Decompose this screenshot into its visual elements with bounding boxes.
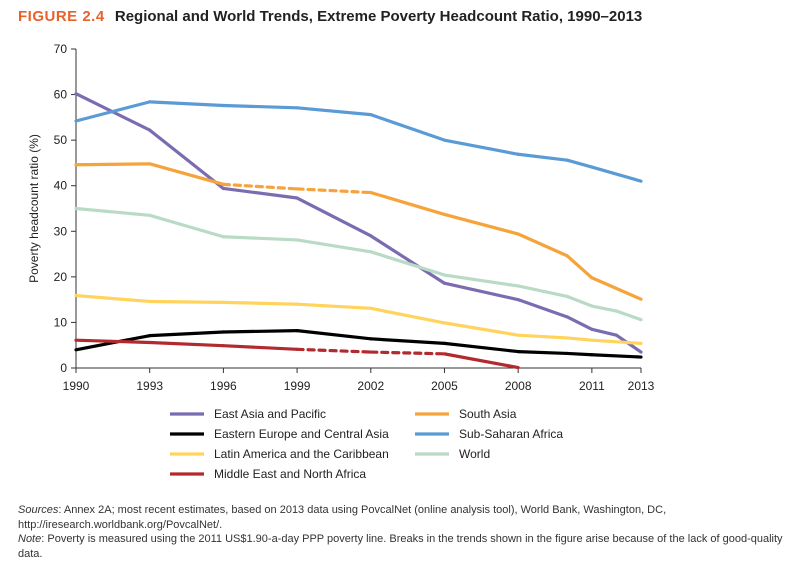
series-segment: [369, 350, 447, 356]
series-segment: [148, 162, 225, 186]
series-segment: [148, 299, 225, 304]
series-segment: [442, 212, 520, 236]
y-tick-label: 0: [60, 361, 67, 375]
x-tick-label: 1996: [210, 379, 237, 393]
series-segment: [221, 344, 299, 351]
series-segment: [221, 235, 299, 242]
series-segment: [565, 315, 594, 331]
series-segment: [148, 213, 225, 239]
series-segment: [590, 276, 643, 301]
series-segment: [295, 187, 373, 195]
y-tick-label: 10: [54, 315, 68, 329]
series-segment: [221, 103, 299, 110]
series-segment: [442, 138, 520, 156]
y-tick-label: 40: [54, 179, 68, 193]
series-segment: [369, 113, 447, 142]
series-segment: [590, 327, 619, 337]
figure-title-text: Regional and World Trends, Extreme Pover…: [114, 8, 643, 25]
chart-legend: East Asia and Pacific South Asia Eastern E…: [170, 407, 563, 481]
series-segment: [442, 341, 520, 354]
legend-label: Sub-Saharan Africa: [459, 427, 563, 441]
line-chart: 0 10 20 30 40 50 60 70 1990 1993 1996 1999 2002 2005 2…: [27, 42, 655, 481]
series-segment: [442, 273, 520, 288]
y-tick-label: 30: [54, 224, 68, 238]
legend-label: Latin America and the Caribbean: [214, 447, 389, 461]
series-segment: [295, 347, 373, 354]
x-tick-label: 2011: [579, 379, 605, 393]
series-segment: [221, 300, 299, 306]
series-segment: [74, 293, 152, 304]
series-segment: [74, 162, 152, 167]
series-segment: [614, 309, 643, 322]
x-tick-label: 1993: [136, 379, 163, 393]
series-segment: [565, 254, 594, 280]
figure-title: FIGURE 2.4 Regional and World Trends, Ex…: [18, 8, 642, 25]
x-tick-label: 2005: [431, 379, 458, 393]
figure-number: FIGURE 2.4: [18, 8, 105, 25]
series-segment: [590, 165, 643, 183]
series-segment: [295, 106, 373, 117]
chart-series: [74, 92, 643, 370]
series-segment: [442, 321, 520, 337]
y-axis-label: Poverty headcount ratio (%): [27, 134, 41, 283]
series-segment: [148, 330, 225, 338]
x-tick-label: 2002: [357, 379, 384, 393]
sources-note: Sources: Annex 2A; most recent estimates…: [18, 503, 788, 532]
series-segment: [442, 281, 520, 302]
series-segment: [221, 186, 299, 200]
series-segment: [295, 196, 373, 238]
note-label: Note: [18, 533, 42, 545]
sources-label: Sources: [18, 504, 59, 516]
series-segment: [369, 190, 447, 217]
series-segment: [590, 338, 643, 345]
series-segment: [295, 302, 373, 310]
series-segment: [369, 250, 447, 277]
series-segment: [516, 232, 569, 258]
series-segment: [74, 206, 152, 217]
series-segment: [590, 353, 643, 359]
legend-label: World: [459, 447, 490, 461]
series-segment: [442, 352, 520, 370]
series-segment: [295, 329, 373, 341]
sources-text: : Annex 2A; most recent estimates, based…: [18, 504, 667, 531]
series-segment: [565, 336, 594, 342]
y-tick-label: 60: [54, 88, 68, 102]
series-segment: [590, 304, 619, 313]
legend-label: Eastern Europe and Central Asia: [214, 427, 389, 441]
series-segment: [516, 349, 569, 356]
x-tick-label: 2013: [628, 379, 655, 393]
series-segment: [516, 298, 569, 319]
series-segment: [369, 337, 447, 345]
series-segment: [565, 351, 594, 357]
series-segment: [148, 340, 225, 348]
legend-label: South Asia: [459, 407, 517, 421]
series-segment: [221, 329, 299, 334]
series-segment: [295, 238, 373, 254]
note-text: : Poverty is measured using the 2011 US$…: [18, 533, 783, 560]
series-segment: [369, 234, 447, 285]
legend-label: East Asia and Pacific: [214, 407, 326, 421]
x-tick-label: 2008: [505, 379, 532, 393]
series-segment: [74, 100, 152, 123]
x-tick-label: 1999: [284, 379, 311, 393]
series-segment: [369, 306, 447, 325]
x-tick-label: 1990: [63, 379, 90, 393]
y-tick-label: 70: [54, 42, 68, 56]
series-segment: [148, 100, 225, 108]
chart-axes: 0 10 20 30 40 50 60 70 1990 1993 1996 1999 2002 2005 2…: [27, 42, 655, 393]
legend-label: Middle East and North Africa: [214, 467, 366, 481]
series-segment: [565, 294, 594, 308]
series-segment: [221, 182, 299, 191]
series-segment: [148, 128, 225, 191]
y-tick-label: 20: [54, 270, 68, 284]
methodology-note: Note: Poverty is measured using the 2011…: [18, 532, 788, 561]
series-segment: [516, 284, 569, 299]
figure-notes: Sources: Annex 2A; most recent estimates…: [18, 503, 788, 561]
series-segment: [516, 333, 569, 340]
y-tick-label: 50: [54, 133, 68, 147]
series-segment: [74, 338, 152, 345]
series-segment: [565, 158, 594, 169]
series-segment: [516, 152, 569, 162]
